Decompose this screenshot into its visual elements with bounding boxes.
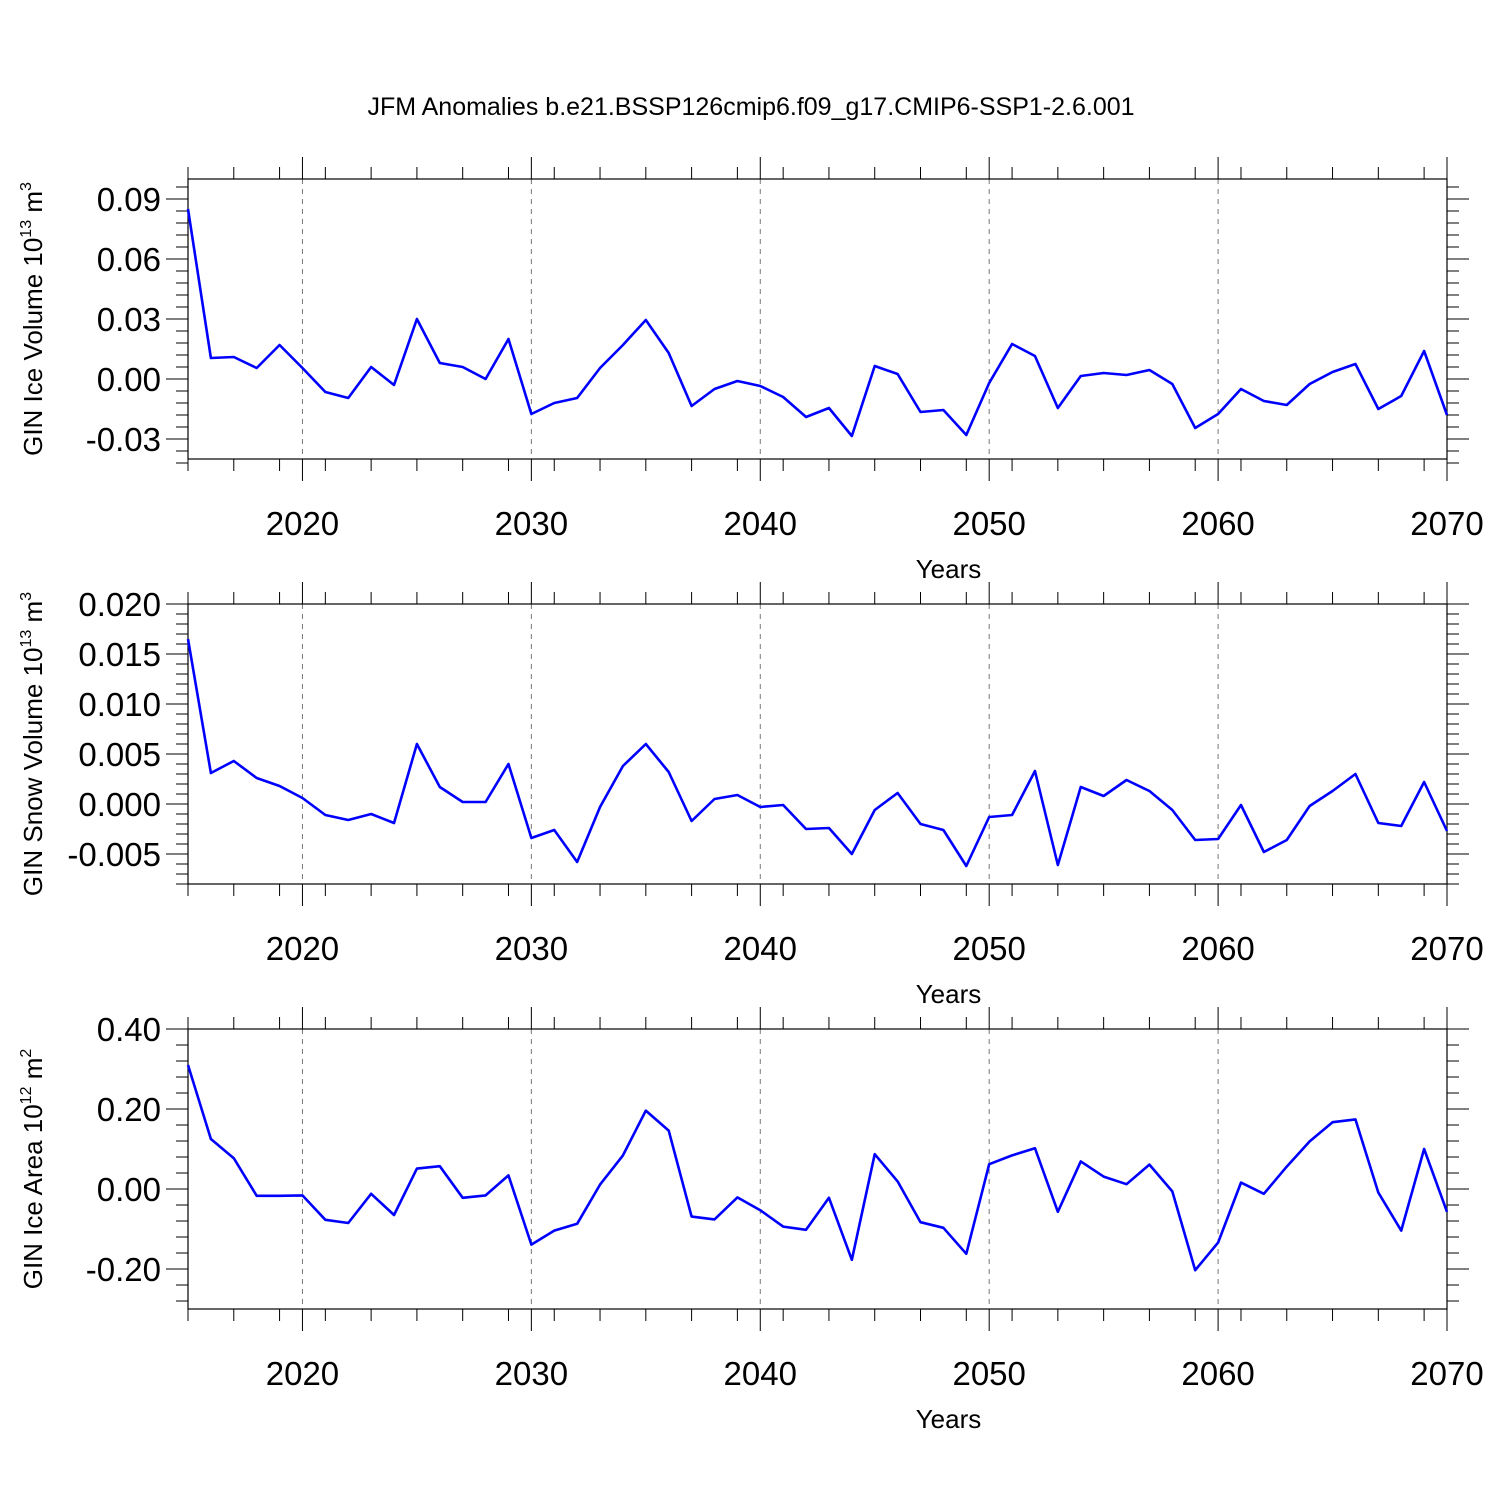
x-tick-label: 2020 <box>266 930 339 967</box>
y-tick-label: -0.03 <box>86 421 161 458</box>
plot-frame <box>187 603 1448 885</box>
x-tick-label: 2020 <box>266 505 339 542</box>
y-tick-label: -0.20 <box>86 1251 161 1288</box>
y-tick-label: 0.020 <box>78 586 161 623</box>
x-tick-label: 2050 <box>952 505 1025 542</box>
x-tick-label: 2030 <box>495 1355 568 1392</box>
x-tick-label: 2070 <box>1410 505 1483 542</box>
x-axis-label: Years <box>916 554 982 584</box>
x-tick-label: 2030 <box>495 930 568 967</box>
x-tick-label: 2030 <box>495 505 568 542</box>
y-tick-label: 0.20 <box>97 1091 161 1128</box>
chart-panel-3: 2020 2030 2040 2050 2060 2070 -0.20 0.00 0.20 0.4… <box>18 1007 1484 1434</box>
y-tick-label: 0.00 <box>97 361 161 398</box>
y-tick-label: -0.005 <box>67 836 161 873</box>
x-tick-label: 2060 <box>1181 1355 1254 1392</box>
y-tick-label: 0.06 <box>97 241 161 278</box>
x-tick-label: 2060 <box>1181 505 1254 542</box>
x-tick-label: 2070 <box>1410 930 1483 967</box>
x-tick-label: 2060 <box>1181 930 1254 967</box>
y-tick-label: 0.00 <box>97 1171 161 1208</box>
x-tick-label: 2070 <box>1410 1355 1483 1392</box>
y-tick-label: 0.40 <box>97 1011 161 1048</box>
x-axis-label: Years <box>916 979 982 1009</box>
x-tick-label: 2040 <box>724 505 797 542</box>
x-tick-label: 2050 <box>952 930 1025 967</box>
plot-frame <box>187 1028 1448 1310</box>
chart-panel-1: 2020 2030 2040 2050 2060 2070 -0.03 0.00 0.03 0.0… <box>18 157 1484 584</box>
y-tick-label: 0.000 <box>78 786 161 823</box>
y-axis-label: GIN Ice Area 1012 m2 <box>18 1049 48 1290</box>
chart-panel-2: 2020 2030 2040 2050 2060 2070 -0.005 0.000 0.005… <box>18 582 1484 1009</box>
y-tick-label: 0.010 <box>78 686 161 723</box>
x-tick-label: 2040 <box>724 930 797 967</box>
x-tick-label: 2020 <box>266 1355 339 1392</box>
x-tick-label: 2040 <box>724 1355 797 1392</box>
series-line-1 <box>186 208 1449 438</box>
plot-frame <box>187 178 1448 460</box>
y-tick-label: 0.03 <box>97 301 161 338</box>
y-axis-label: GIN Snow Volume 1013 m3 <box>18 592 48 896</box>
series-line-1 <box>186 1064 1449 1272</box>
y-tick-label: 0.005 <box>78 736 161 773</box>
x-axis-label: Years <box>916 1404 982 1434</box>
panels: 2020 2030 2040 2050 2060 2070 -0.03 0.00 0.03 0.0… <box>18 157 1484 1434</box>
x-tick-label: 2050 <box>952 1355 1025 1392</box>
figure-title: JFM Anomalies b.e21.BSSP126cmip6.f09_g17… <box>367 93 1134 121</box>
series-line-1 <box>186 638 1449 868</box>
y-tick-label: 0.09 <box>97 181 161 218</box>
y-tick-label: 0.015 <box>78 636 161 673</box>
y-axis-label: GIN Ice Volume 1013 m3 <box>18 182 48 456</box>
